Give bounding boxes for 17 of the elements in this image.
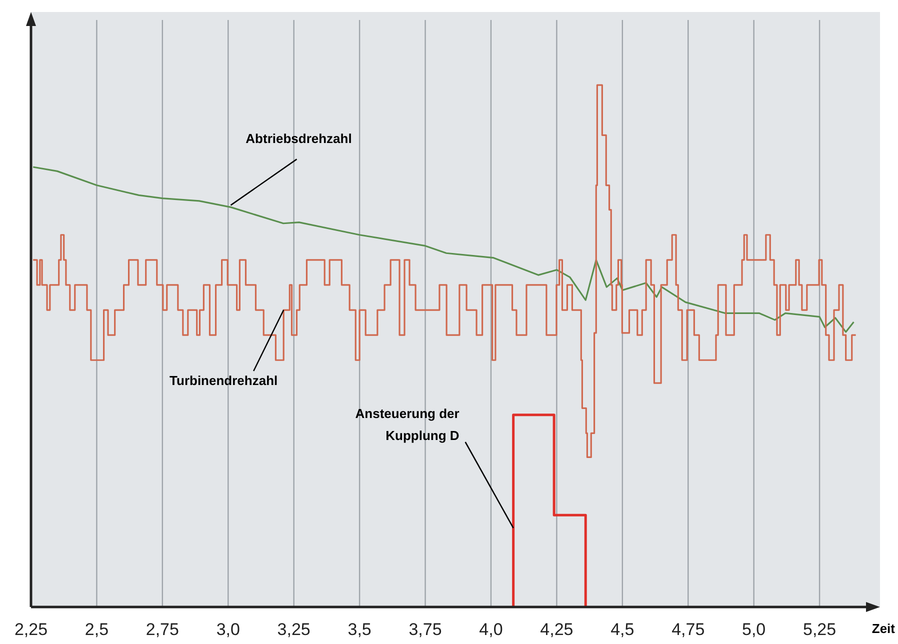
x-tick-label: 3,75 <box>408 620 442 639</box>
text: Abtriebsdrehzahl <box>246 131 352 146</box>
x-tick-label: 3,25 <box>277 620 310 639</box>
text: Ansteuerung der Kupplung D <box>355 406 460 443</box>
x-tick-label: 3,0 <box>216 620 240 639</box>
series-label: Turbinendrehzahl <box>170 373 278 388</box>
x-tick-label: 2,5 <box>84 620 109 639</box>
x-tick-label: 4,25 <box>540 620 574 639</box>
x-tick-label: 2,25 <box>14 620 48 639</box>
x-tick-label: 4,0 <box>479 620 503 639</box>
x-tick-label: 5,25 <box>803 620 836 639</box>
x-tick-label: 2,75 <box>146 620 179 639</box>
x-tick-label: 4,75 <box>672 620 705 639</box>
x-tick-label: 5,0 <box>742 620 766 639</box>
x-tick-label: 3,5 <box>348 620 372 639</box>
x-axis-title: Zeit <box>872 621 896 636</box>
x-tick-label: 4,5 <box>610 620 634 639</box>
